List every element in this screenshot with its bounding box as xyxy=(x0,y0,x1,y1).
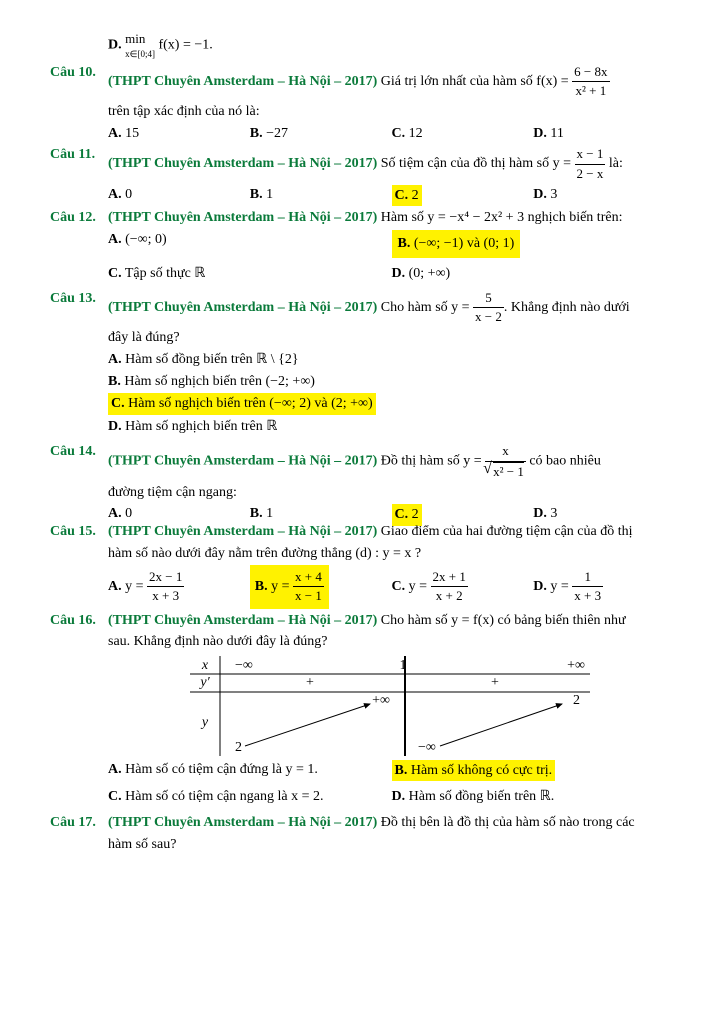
question-10: Câu 10. (THPT Chuyên Amsterdam – Hà Nội … xyxy=(50,63,675,100)
q12-options-1: A. (−∞; 0) B. (−∞; −1) và (0; 1) xyxy=(108,230,675,258)
q17-line2: hàm số sau? xyxy=(108,835,675,855)
svg-text:+∞: +∞ xyxy=(567,658,585,673)
q10-line2: trên tập xác định của nó là: xyxy=(108,102,675,122)
question-13: Câu 13. (THPT Chuyên Amsterdam – Hà Nội … xyxy=(50,289,675,326)
question-14: Câu 14. (THPT Chuyên Amsterdam – Hà Nội … xyxy=(50,442,675,480)
q10-options: A. 15 B. −27 C. 12 D. 11 xyxy=(108,124,675,144)
svg-text:2: 2 xyxy=(573,693,580,708)
q13-opt-d: D. Hàm số nghịch biến trên ℝ xyxy=(108,417,675,437)
q13-line2: đây là đúng? xyxy=(108,328,675,348)
svg-text:1: 1 xyxy=(400,658,407,673)
svg-text:x: x xyxy=(201,658,209,673)
q15-line2: hàm số nào dưới đây nằm trên đường thẳng… xyxy=(108,544,675,564)
q15-options: A. y = 2x − 1x + 3 B. y = x + 4x − 1 C. … xyxy=(108,565,675,608)
question-16: Câu 16. (THPT Chuyên Amsterdam – Hà Nội … xyxy=(50,611,675,631)
q13-opt-c: C. Hàm số nghịch biến trên (−∞; 2) và (2… xyxy=(108,393,675,415)
q16-line2: sau. Khẳng định nào dưới đây là đúng? xyxy=(108,632,675,652)
question-12: Câu 12. (THPT Chuyên Amsterdam – Hà Nội … xyxy=(50,208,675,228)
q16-options-1: A. Hàm số có tiệm cận đứng là y = 1. B. … xyxy=(108,760,675,782)
q11-options: A. 0 B. 1 C. 2 D. 3 xyxy=(108,185,675,207)
variation-table: x y′ y −∞ 1 +∞ + + 2 +∞ −∞ 2 xyxy=(190,656,590,756)
q12-options-2: C. Tập số thực ℝ D. (0; +∞) xyxy=(108,264,675,284)
svg-text:+∞: +∞ xyxy=(372,693,390,708)
svg-text:−∞: −∞ xyxy=(235,658,253,673)
q14-line2: đường tiệm cận ngang: xyxy=(108,483,675,503)
q13-opt-a: A. Hàm số đồng biến trên ℝ \ {2} xyxy=(108,350,675,370)
q13-opt-b: B. Hàm số nghịch biến trên (−2; +∞) xyxy=(108,372,675,392)
option-label: D. xyxy=(108,38,122,53)
question-11: Câu 11. (THPT Chuyên Amsterdam – Hà Nội … xyxy=(50,145,675,182)
pre-option-d: D. min x∈[0;4] f(x) = −1. xyxy=(108,30,675,61)
svg-text:2: 2 xyxy=(235,740,242,755)
question-17: Câu 17. (THPT Chuyên Amsterdam – Hà Nội … xyxy=(50,813,675,833)
svg-text:y′: y′ xyxy=(198,675,210,690)
q16-options-2: C. Hàm số có tiệm cận ngang là x = 2. D.… xyxy=(108,787,675,807)
svg-text:+: + xyxy=(306,675,314,690)
svg-text:y: y xyxy=(200,715,209,730)
question-15: Câu 15. (THPT Chuyên Amsterdam – Hà Nội … xyxy=(50,522,675,542)
svg-text:+: + xyxy=(491,675,499,690)
svg-text:−∞: −∞ xyxy=(418,740,436,755)
